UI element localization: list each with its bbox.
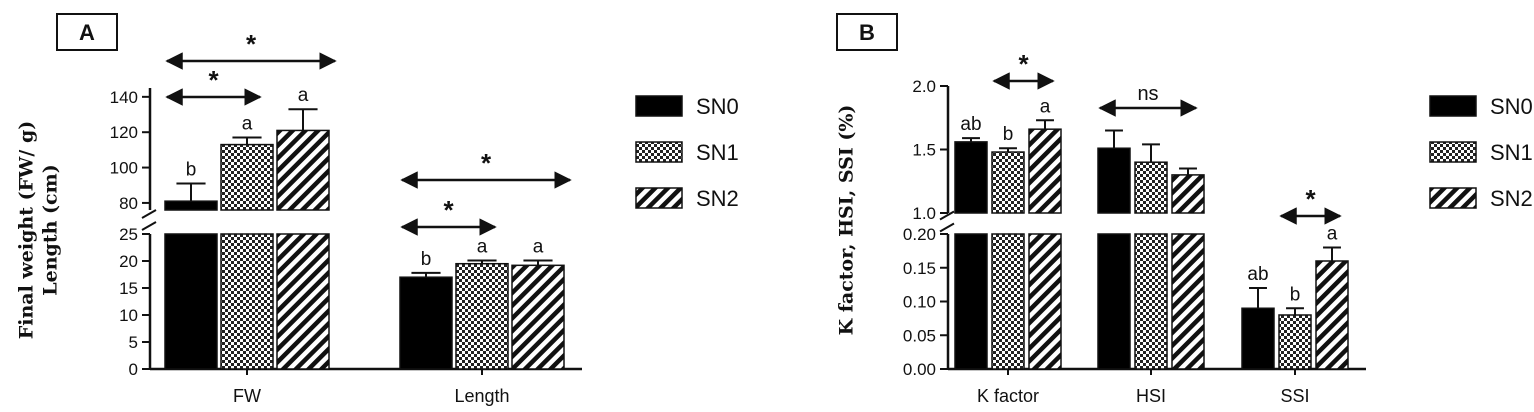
bar-SN1-upper xyxy=(1134,161,1168,214)
panel-label: B xyxy=(859,20,875,45)
bar-SN0 xyxy=(954,233,988,370)
bar-SN1-upper xyxy=(220,143,274,211)
y-tick-label: 100 xyxy=(110,159,138,178)
bar-SN0 xyxy=(399,276,453,370)
y-tick-label: 1.5 xyxy=(912,141,936,160)
y-tick-label: 0.15 xyxy=(903,259,936,278)
legend-label: SN0 xyxy=(1490,94,1533,119)
legend-label: SN2 xyxy=(696,186,739,211)
bar-SN1 xyxy=(1278,314,1312,370)
legend-label: SN2 xyxy=(1490,186,1533,211)
x-category-label: HSI xyxy=(1136,386,1166,406)
y-tick-label: 10 xyxy=(119,306,138,325)
bar-SN0-upper xyxy=(954,141,988,214)
significance-letter: ab xyxy=(960,114,981,135)
bar-SN2 xyxy=(1315,260,1349,370)
x-category-label: SSI xyxy=(1280,386,1309,406)
y-tick-label: 20 xyxy=(119,252,138,271)
bar-SN2 xyxy=(511,264,565,370)
y-axis-label: K factor, HSI, SSI (%) xyxy=(836,105,858,336)
bar-SN1 xyxy=(455,262,509,370)
panel-label-box xyxy=(836,13,898,51)
legend-swatch-SN0 xyxy=(635,95,683,117)
legend-label: SN1 xyxy=(1490,140,1533,165)
panel-label-box xyxy=(56,13,118,51)
significance-letter: b xyxy=(421,249,432,270)
y-tick-label: 1.0 xyxy=(912,204,936,223)
significance-letter: a xyxy=(533,236,544,257)
bar-SN2-upper xyxy=(276,129,330,211)
legend-swatch-SN2 xyxy=(1429,187,1477,209)
axis-break-mark xyxy=(939,210,955,221)
axis-break-mark xyxy=(939,222,955,233)
y-tick-label: 140 xyxy=(110,88,138,107)
bar-SN1 xyxy=(220,233,274,370)
significance-letter: b xyxy=(1003,124,1014,145)
bar-SN0 xyxy=(1097,233,1131,370)
significance-letter: b xyxy=(186,159,197,180)
y-tick-label: 0 xyxy=(129,360,138,379)
y-tick-label: 80 xyxy=(119,194,138,213)
panel-b-chart: B K factor, HSI, SSI (%) 1.0 1.5 2.0 0.00 0.05… xyxy=(836,13,1533,406)
bar-SN2-upper xyxy=(1028,128,1062,214)
significance-letter: a xyxy=(242,114,253,135)
significance-letter: a xyxy=(298,85,309,106)
axis-break-mark xyxy=(141,221,157,231)
legend-label: SN1 xyxy=(696,140,739,165)
x-category-label: Length xyxy=(454,386,509,406)
y-tick-label: 0.20 xyxy=(903,225,936,244)
bar-SN2 xyxy=(276,233,330,370)
legend-swatch-SN1 xyxy=(635,141,683,163)
x-category-label: K factor xyxy=(977,386,1039,406)
y-tick-label: 0.05 xyxy=(903,326,936,345)
legend-label: SN0 xyxy=(696,94,739,119)
y-tick-label: 120 xyxy=(110,123,138,142)
significance-mark: * xyxy=(481,148,492,178)
bar-SN2 xyxy=(1028,233,1062,370)
significance-letter: ab xyxy=(1247,264,1268,285)
bar-SN1-upper xyxy=(991,151,1025,214)
significance-letter: a xyxy=(1040,96,1051,117)
bar-SN1 xyxy=(1134,233,1168,370)
y-tick-label: 0.10 xyxy=(903,293,936,312)
legend-swatch-SN2 xyxy=(635,187,683,209)
y-tick-label: 0.00 xyxy=(903,360,936,379)
significance-mark: ns xyxy=(1137,83,1158,105)
legend-swatch-SN0 xyxy=(1429,95,1477,117)
axis-break-mark xyxy=(141,209,157,219)
y-tick-label: 5 xyxy=(129,333,138,352)
x-category-label: FW xyxy=(233,386,261,406)
significance-mark: * xyxy=(246,29,257,59)
significance-mark: * xyxy=(1305,184,1316,214)
bar-SN2 xyxy=(1171,233,1205,370)
bar-SN1 xyxy=(991,233,1025,370)
bar-SN0-upper xyxy=(164,200,218,211)
bar-SN0 xyxy=(164,233,218,370)
y-axis-label: Final weight (FW/ g) xyxy=(16,121,38,339)
y-tick-label: 25 xyxy=(119,225,138,244)
significance-letter: a xyxy=(477,236,488,257)
significance-mark: * xyxy=(443,195,454,225)
panel-label: A xyxy=(79,20,95,45)
significance-letter: b xyxy=(1290,284,1301,305)
bar-SN0 xyxy=(1241,307,1275,370)
significance-letter: a xyxy=(1327,224,1338,245)
significance-mark: * xyxy=(208,65,219,95)
bar-SN2-upper xyxy=(1171,174,1205,214)
bar-SN0-upper xyxy=(1097,147,1131,214)
legend-swatch-SN1 xyxy=(1429,141,1477,163)
y-axis-label: Length (cm) xyxy=(40,164,62,295)
significance-mark: * xyxy=(1018,49,1029,79)
y-tick-label: 2.0 xyxy=(912,77,936,96)
y-tick-label: 15 xyxy=(119,279,138,298)
